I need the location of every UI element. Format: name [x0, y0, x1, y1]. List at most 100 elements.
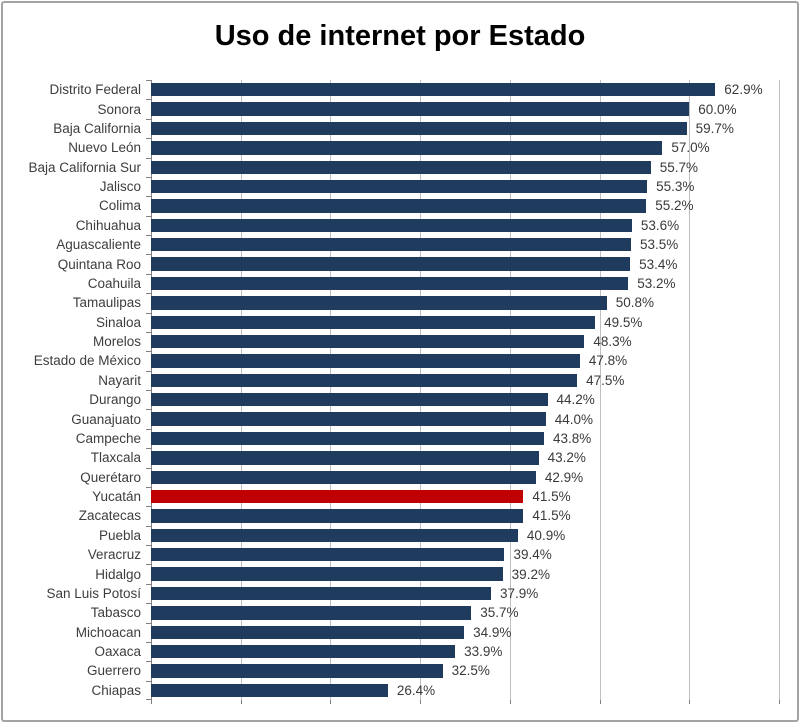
bar-row: Tamaulipas 50.8% [3, 293, 800, 312]
bar [151, 218, 632, 232]
value-label: 42.9% [544, 469, 584, 485]
value-label: 47.5% [586, 372, 625, 388]
value-label: 60.0% [698, 101, 737, 117]
category-label: Durango [89, 392, 141, 408]
value-label: 44.0% [554, 411, 594, 427]
value-label: 47.8% [588, 353, 628, 369]
bar [151, 644, 456, 659]
category-axis-tick [146, 331, 151, 333]
value-label: 43.2% [547, 450, 586, 466]
axis-tick [330, 700, 332, 704]
bar [151, 83, 716, 97]
category-label: Baja California [53, 120, 141, 136]
bar-track: 40.9% [151, 526, 779, 545]
value-label: 55.2% [655, 198, 694, 214]
bar [151, 276, 629, 291]
category-axis-tick [146, 273, 151, 275]
value-label: 39.2% [511, 566, 550, 582]
bar-row: Veracruz 39.4% [3, 545, 800, 564]
bar-track: 55.3% [151, 177, 779, 196]
gridline [330, 80, 332, 700]
bar-track: 48.3% [151, 332, 779, 351]
bar-track: 32.5% [151, 661, 779, 680]
category-axis-tick [146, 680, 151, 682]
value-label: 55.7% [659, 159, 698, 175]
bar-track: 34.9% [151, 623, 779, 642]
bar-track: 59.7% [151, 119, 779, 138]
bar-track: 55.7% [151, 158, 779, 177]
category-axis-tick [146, 428, 151, 430]
bar-track: 55.2% [151, 196, 779, 215]
value-label: 32.5% [451, 663, 490, 679]
bar [151, 315, 596, 329]
bar-row: Chihuahua 53.6% [3, 216, 800, 235]
category-axis-tick [146, 506, 151, 508]
category-label: Chiapas [91, 682, 141, 698]
category-axis-tick [146, 370, 151, 372]
bar-row: Querétaro 42.9% [3, 468, 800, 487]
category-label: Sinaloa [95, 314, 141, 330]
bar [151, 179, 648, 194]
category-axis-tick [146, 196, 151, 198]
bar-row: Michoacan 34.9% [3, 623, 800, 642]
value-label: 59.7% [695, 120, 734, 136]
bar-row: Chiapas 26.4% [3, 681, 800, 700]
value-label: 50.8% [615, 295, 655, 311]
bar [151, 451, 539, 465]
bar-row: Tabasco 35.7% [3, 603, 800, 622]
category-axis-tick [146, 235, 151, 236]
bar-row: Sonora 60.0% [3, 99, 800, 118]
category-axis-tick [146, 622, 151, 624]
bar-track: 53.5% [151, 235, 779, 254]
bar-track: 26.4% [151, 681, 779, 700]
bar-row: Guerrero 32.5% [3, 661, 800, 680]
category-label: Veracruz [87, 547, 141, 563]
category-label: Aguascaliente [56, 237, 141, 253]
value-label: 57.0% [671, 140, 710, 156]
category-label: Tamaulipas [72, 295, 141, 311]
bar-row: Nayarit 47.5% [3, 371, 800, 390]
category-label: Distrito Federal [49, 82, 141, 98]
category-axis-tick [146, 583, 151, 585]
bar [151, 373, 578, 387]
bar [151, 102, 690, 116]
category-axis-tick [146, 215, 151, 217]
gridline [509, 80, 511, 700]
bar-track: 50.8% [151, 293, 779, 312]
category-label: Zacatecas [78, 508, 141, 524]
bar [151, 509, 524, 523]
bar-track: 33.9% [151, 642, 779, 661]
bar [151, 199, 647, 213]
bar-row: Baja California 59.7% [3, 119, 800, 138]
category-label: Coahuila [87, 275, 141, 291]
category-axis-tick [146, 409, 151, 411]
bar-row: Durango 44.2% [3, 390, 800, 409]
bar-track: 44.2% [151, 390, 779, 409]
category-axis-tick [146, 699, 151, 700]
axis-tick [420, 700, 422, 704]
bar-row: Aguascaliente 53.5% [3, 235, 800, 254]
category-axis-tick [146, 467, 151, 469]
bar [151, 567, 503, 581]
bar-track: 37.9% [151, 584, 779, 603]
gridline [240, 80, 242, 700]
bar [151, 470, 536, 484]
bar-track: 53.2% [151, 274, 779, 293]
category-label: Oaxaca [94, 644, 141, 660]
bar-row: Morelos 48.3% [3, 332, 800, 351]
bar [151, 141, 663, 155]
bar-track: 62.9% [151, 80, 779, 99]
bar-track: 35.7% [151, 603, 779, 622]
value-label: 41.5% [532, 508, 571, 524]
category-axis-tick [146, 661, 151, 663]
gridline [689, 80, 691, 700]
bar [151, 664, 443, 678]
category-label: San Luis Potosí [46, 585, 141, 601]
category-label: Campeche [75, 430, 141, 446]
value-label: 26.4% [396, 682, 436, 698]
bar-row: San Luis Potosí 37.9% [3, 584, 800, 603]
category-axis-tick [146, 312, 151, 314]
bar-track: 53.6% [151, 216, 779, 235]
bar-row: Sinaloa 49.5% [3, 313, 800, 332]
bar-row: Estado de México 47.8% [3, 351, 800, 370]
